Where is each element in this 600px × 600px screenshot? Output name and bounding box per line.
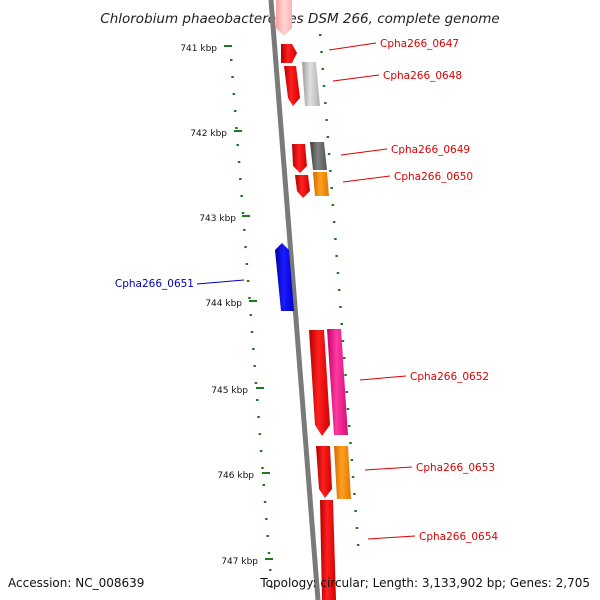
tick-label: 743 kbp	[199, 214, 236, 224]
gene-label: Cpha266_0653	[416, 462, 495, 474]
tick-747: 747 kbp	[221, 557, 273, 567]
gene-arrow	[327, 329, 348, 435]
gene-arrow	[313, 172, 329, 196]
gene-label: Cpha266_0650	[394, 171, 473, 183]
tick-label: 742 kbp	[190, 129, 227, 139]
left-tick-rail	[230, 59, 273, 588]
gene-arrow	[302, 62, 320, 106]
gene-arrow-partial[interactable]	[276, 0, 292, 36]
gene-label: Cpha266_0654	[419, 531, 498, 543]
gene-arrow	[316, 446, 332, 498]
gene-cpha266-0653[interactable]: Cpha266_0653	[316, 446, 495, 499]
tick-744: 744 kbp	[205, 299, 257, 309]
topology-label: Topology: circular; Length: 3,133,902 bp…	[259, 576, 590, 590]
tick-746: 746 kbp	[217, 471, 270, 481]
tick-742: 742 kbp	[190, 129, 242, 139]
right-tick-rail	[319, 34, 360, 546]
gene-arrow	[320, 500, 336, 600]
diagram-title: Chlorobium phaeobacteroides DSM 266, com…	[100, 11, 499, 27]
tick-743: 743 kbp	[199, 214, 250, 224]
accession-label: Accession: NC_008639	[8, 576, 144, 590]
gene-arrow	[310, 142, 327, 170]
gene-label: Cpha266_0648	[383, 70, 462, 82]
tick-label: 744 kbp	[205, 299, 242, 309]
gene-label: Cpha266_0647	[380, 38, 459, 50]
gene-arrow	[334, 446, 351, 499]
gene-arrow	[284, 66, 300, 106]
gene-cpha266-0650[interactable]: Cpha266_0650	[313, 171, 473, 196]
tick-label: 741 kbp	[180, 44, 217, 54]
gene-cpha266-0649[interactable]: Cpha266_0649	[292, 142, 470, 198]
gene-arrow	[281, 44, 297, 63]
gene-cpha266-0648[interactable]: Cpha266_0648	[302, 62, 462, 106]
gene-label: Cpha266_0651	[115, 278, 194, 290]
gene-cpha266-0652[interactable]: Cpha266_0652	[309, 329, 489, 436]
gene-label: Cpha266_0652	[410, 371, 489, 383]
gene-arrow	[292, 144, 307, 173]
genome-backbone	[268, 0, 321, 600]
tick-label: 747 kbp	[221, 557, 258, 567]
gene-arrow	[309, 330, 330, 436]
gene-cpha266-0654[interactable]: Cpha266_0654	[320, 500, 498, 600]
tick-label: 745 kbp	[211, 386, 248, 396]
gene-arrow	[295, 175, 310, 198]
gene-label: Cpha266_0649	[391, 144, 470, 156]
tick-745: 745 kbp	[211, 386, 264, 396]
tick-label: 746 kbp	[217, 471, 254, 481]
tick-741: 741 kbp	[180, 44, 232, 54]
gene-cpha266-0651[interactable]: Cpha266_0651	[115, 243, 294, 311]
gene-cpha266-0647[interactable]: Cpha266_0647	[281, 38, 459, 106]
gene-arrow	[275, 243, 294, 311]
